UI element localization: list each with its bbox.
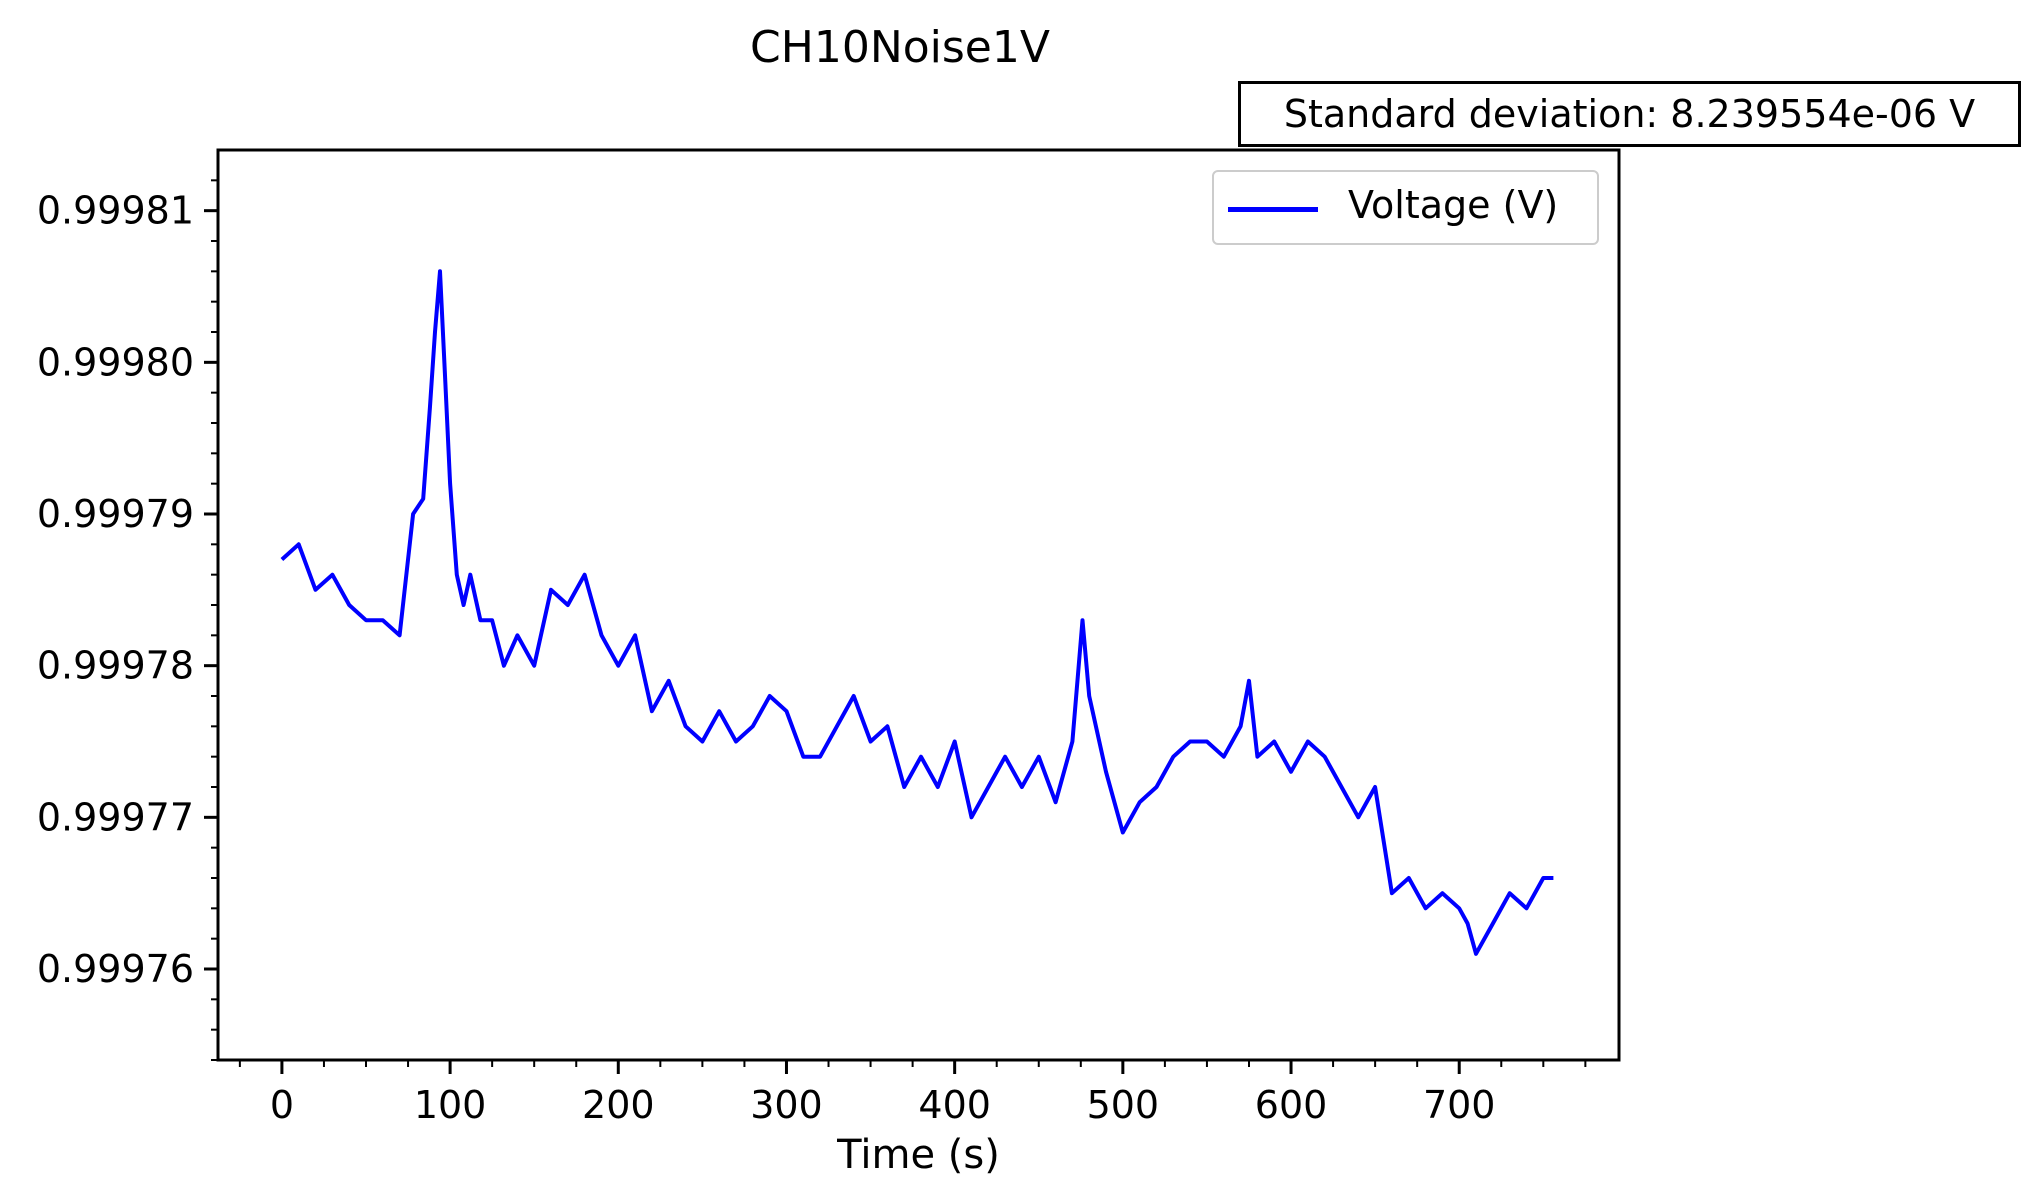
x-tick-label: 500 [1087, 1083, 1160, 1127]
y-tick-label: 0.99976 [37, 947, 194, 991]
x-tick-label: 400 [918, 1083, 991, 1127]
legend-swatch-voltage [1228, 207, 1318, 212]
x-tick-label: 700 [1423, 1083, 1496, 1127]
plot-frame [216, 148, 1621, 1062]
x-tick-label: 100 [414, 1083, 487, 1127]
x-tick-label: 0 [270, 1083, 294, 1127]
y-tick-label: 0.99980 [37, 340, 194, 384]
series-line-0 [280, 269, 1554, 956]
std-deviation-annotation: Standard deviation: 8.239554e-06 V [1238, 81, 2021, 147]
legend: Voltage (V) [1212, 170, 1599, 245]
x-tick-label: 600 [1255, 1083, 1328, 1127]
y-tick-label: 0.99981 [37, 189, 194, 233]
y-tick-label: 0.99978 [37, 644, 194, 688]
x-axis-label: Time (s) [836, 1132, 1000, 1178]
chart-title: CH10Noise1V [750, 22, 1050, 73]
y-tick-label: 0.99977 [37, 795, 194, 839]
legend-label-voltage: Voltage (V) [1348, 183, 1559, 227]
x-tick-label: 200 [582, 1083, 655, 1127]
y-tick-label: 0.99979 [37, 492, 194, 536]
x-tick-label: 300 [750, 1083, 823, 1127]
